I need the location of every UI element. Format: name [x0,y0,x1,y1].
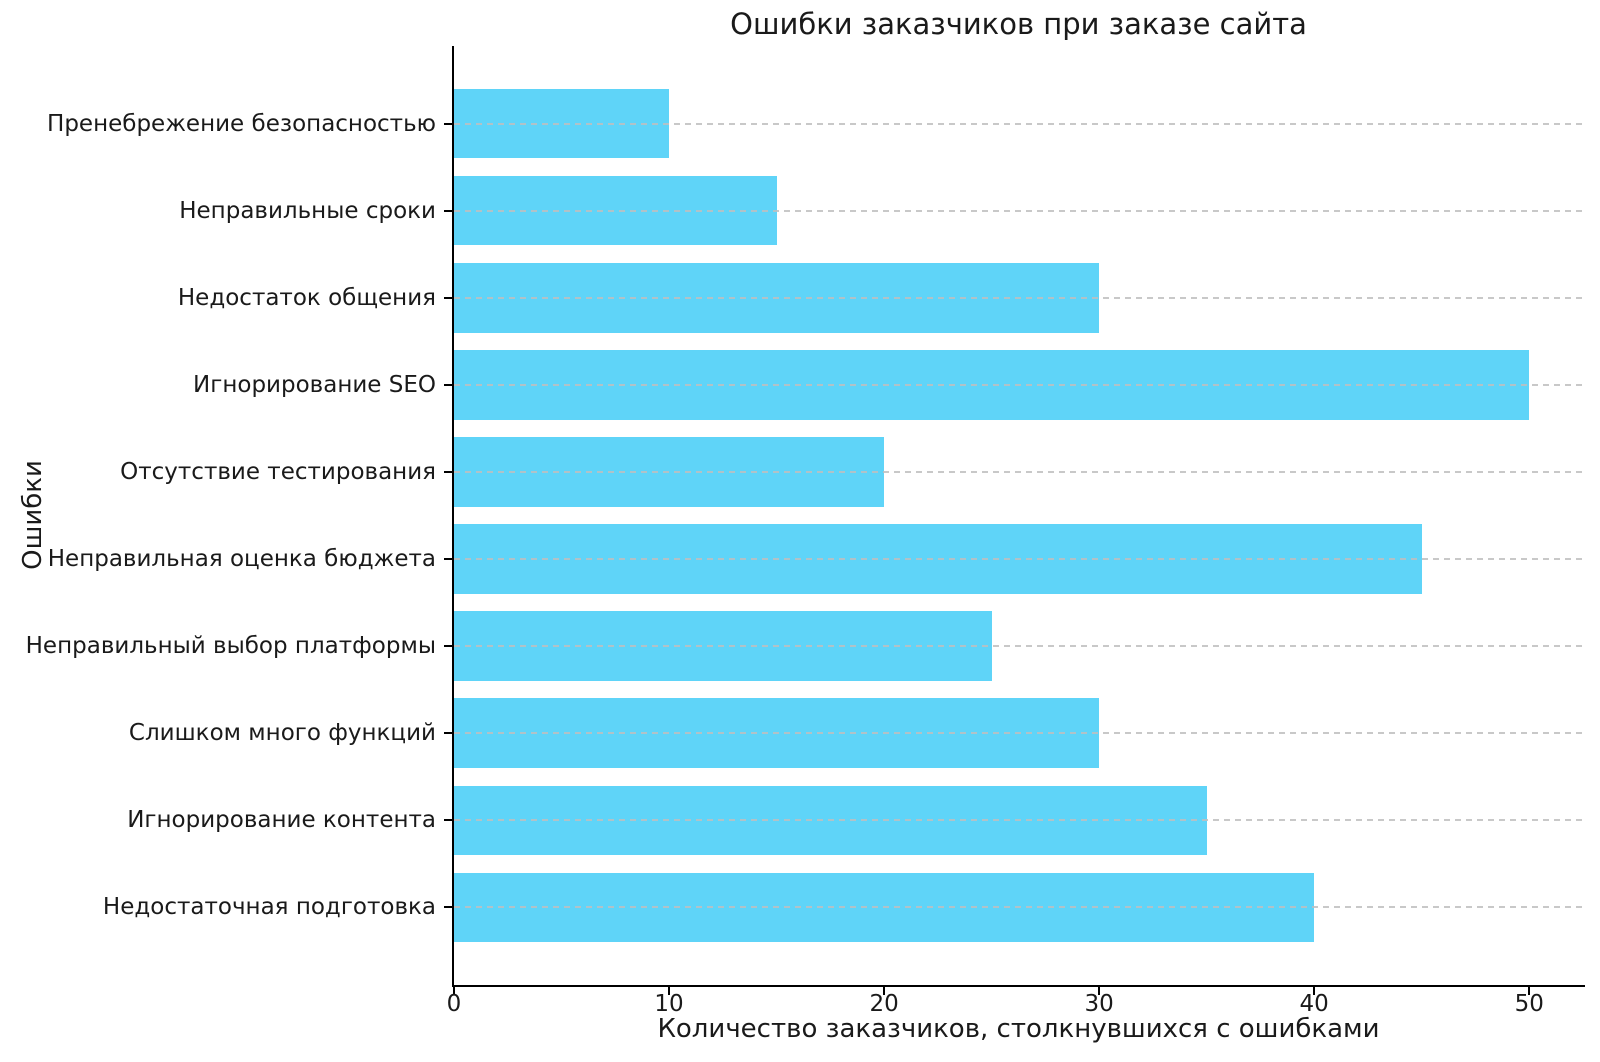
y-tick-label: Игнорирование SEO [193,371,436,398]
x-tick-label: 0 [446,991,462,1017]
y-axis-spine [452,46,454,987]
y-tick-label: Недостаточная подготовка [102,894,436,921]
x-tick-label: 50 [1514,991,1544,1017]
gridline [454,209,1583,212]
y-tick-mark [444,209,452,212]
y-tick-mark [444,645,452,648]
y-tick-label: Неправильная оценка бюджета [47,546,436,573]
y-tick-mark [444,819,452,822]
x-tick-mark [883,987,886,995]
x-tick-mark [1313,987,1316,995]
y-tick-mark [444,122,452,125]
gridline [454,122,1583,125]
x-tick-label: 10 [654,991,684,1017]
x-axis-spine [452,985,1585,987]
gridline [454,558,1583,561]
y-tick-mark [444,470,452,473]
y-tick-label: Недостаток общения [177,284,436,311]
gridline [454,732,1583,735]
gridline [454,383,1583,386]
x-tick-label: 20 [869,991,899,1017]
gridline [454,819,1583,822]
y-tick-label: Игнорирование контента [127,807,436,834]
x-tick-label: 30 [1084,991,1114,1017]
gridline [454,645,1583,648]
x-tick-mark [668,987,671,995]
y-tick-mark [444,906,452,909]
y-tick-label: Неправильные сроки [179,197,436,224]
gridline [454,470,1583,473]
gridline [454,296,1583,299]
y-tick-label: Отсутствие тестирования [120,458,436,485]
gridline [454,906,1583,909]
y-tick-mark [444,383,452,386]
x-axis-title: Количество заказчиков, столкнувшихся с о… [657,1014,1380,1044]
x-tick-mark [1098,987,1101,995]
y-tick-label: Неправильный выбор платформы [25,633,436,660]
y-tick-mark [444,558,452,561]
x-tick-mark [453,987,455,995]
y-tick-mark [444,732,452,735]
y-tick-mark [444,296,452,299]
x-tick-label: 40 [1299,991,1329,1017]
chart-title: Ошибки заказчиков при заказе сайта [730,7,1307,41]
x-tick-mark [1528,987,1531,995]
y-tick-label: Слишком много функций [128,720,436,747]
y-tick-label: Пренебрежение безопасностью [47,110,436,137]
